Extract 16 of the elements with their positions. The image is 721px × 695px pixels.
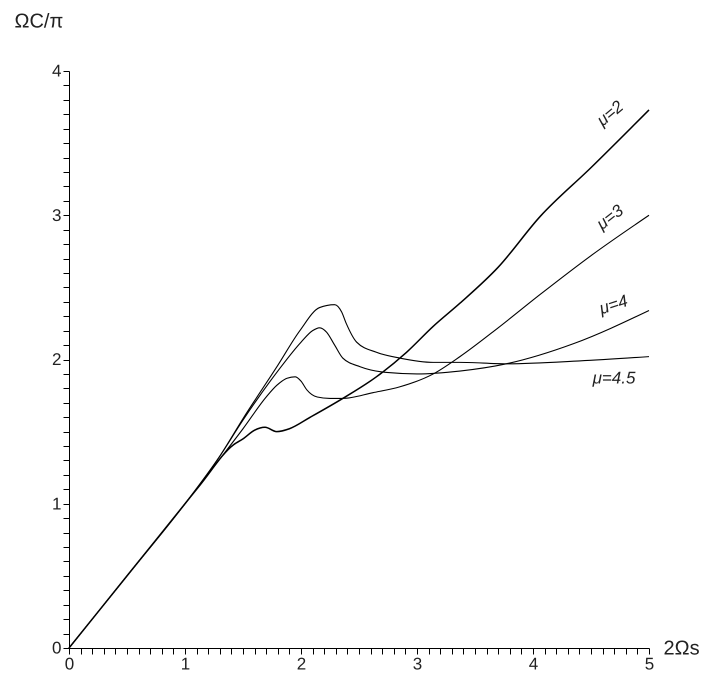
x-tick-label: 1 [180,654,190,674]
x-tick-label: 2 [296,654,306,674]
x-axis-title: 2Ωs [664,638,700,660]
text: μ=4 [596,291,630,318]
x-tick-label: 3 [412,654,422,674]
series-label: μ=4.5 [592,368,636,388]
y-tick-label: 4 [52,62,62,80]
y-tick-label: 1 [52,494,62,514]
x-tick-label: 0 [64,654,74,674]
x-tick-label: 5 [644,654,654,674]
text: μ=3 [592,200,628,234]
y-tick-label: 2 [52,350,62,369]
x-tick-label: 4 [528,654,538,674]
y-axis-title: ΩC/π [14,10,64,32]
y-tick-label: 3 [52,206,62,225]
y-tick-label: 0 [52,638,62,658]
